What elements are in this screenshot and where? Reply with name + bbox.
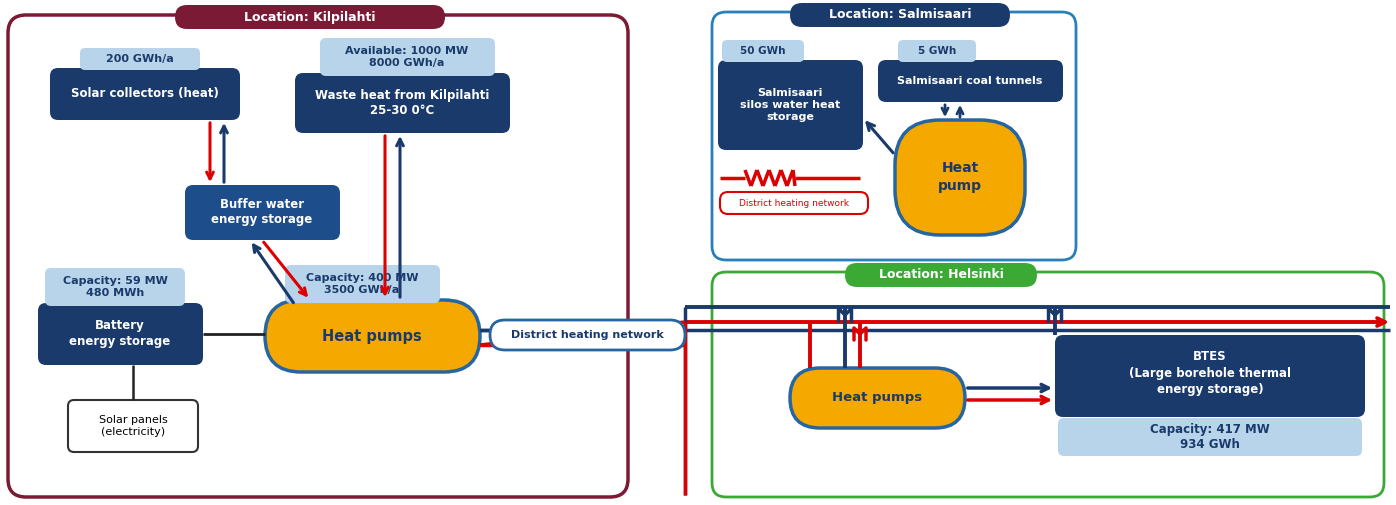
Text: District heating network: District heating network [511,330,663,340]
Text: Heat pumps: Heat pumps [322,328,422,343]
FancyBboxPatch shape [8,15,628,497]
FancyBboxPatch shape [174,5,445,29]
FancyBboxPatch shape [895,120,1025,235]
Text: Salmisaari
silos water heat
storage: Salmisaari silos water heat storage [740,87,840,122]
Text: Location: Salmisaari: Location: Salmisaari [829,9,972,22]
FancyBboxPatch shape [878,60,1062,102]
FancyBboxPatch shape [68,400,198,452]
FancyBboxPatch shape [1058,418,1362,456]
FancyBboxPatch shape [790,368,965,428]
FancyBboxPatch shape [722,40,804,62]
FancyBboxPatch shape [718,60,863,150]
Text: District heating network: District heating network [738,198,849,208]
FancyBboxPatch shape [845,263,1037,287]
Text: Buffer water
energy storage: Buffer water energy storage [211,197,313,227]
FancyBboxPatch shape [45,268,186,306]
Text: Location: Kilpilahti: Location: Kilpilahti [244,11,376,24]
Text: Capacity: 417 MW
934 GWh: Capacity: 417 MW 934 GWh [1150,423,1270,451]
Text: 5 GWh: 5 GWh [919,46,956,56]
FancyBboxPatch shape [50,68,240,120]
Text: Battery
energy storage: Battery energy storage [70,320,170,348]
Text: Capacity: 400 MW
3500 GWh/a: Capacity: 400 MW 3500 GWh/a [306,273,419,295]
FancyBboxPatch shape [712,12,1076,260]
FancyBboxPatch shape [720,192,868,214]
Text: Waste heat from Kilpilahti
25-30 0°C: Waste heat from Kilpilahti 25-30 0°C [315,88,489,118]
FancyBboxPatch shape [1055,335,1365,417]
Text: Capacity: 59 MW
480 MWh: Capacity: 59 MW 480 MWh [63,276,168,298]
FancyBboxPatch shape [790,3,1009,27]
FancyBboxPatch shape [320,38,496,76]
FancyBboxPatch shape [295,73,510,133]
Text: 200 GWh/a: 200 GWh/a [106,54,174,64]
Text: Heat pumps: Heat pumps [832,391,923,405]
FancyBboxPatch shape [285,265,440,303]
FancyBboxPatch shape [898,40,976,62]
Text: 50 GWh: 50 GWh [740,46,786,56]
FancyBboxPatch shape [186,185,341,240]
Text: Heat
pump: Heat pump [938,162,981,192]
FancyBboxPatch shape [38,303,202,365]
Text: BTES
(Large borehole thermal
energy storage): BTES (Large borehole thermal energy stor… [1129,350,1291,395]
Text: Solar panels
(electricity): Solar panels (electricity) [99,415,168,437]
Text: Available: 1000 MW
8000 GWh/a: Available: 1000 MW 8000 GWh/a [345,46,469,68]
FancyBboxPatch shape [80,48,200,70]
Text: Salmisaari coal tunnels: Salmisaari coal tunnels [898,76,1043,86]
Text: Location: Helsinki: Location: Helsinki [878,269,1004,281]
FancyBboxPatch shape [265,300,480,372]
FancyBboxPatch shape [490,320,685,350]
Text: Solar collectors (heat): Solar collectors (heat) [71,87,219,100]
FancyBboxPatch shape [712,272,1383,497]
